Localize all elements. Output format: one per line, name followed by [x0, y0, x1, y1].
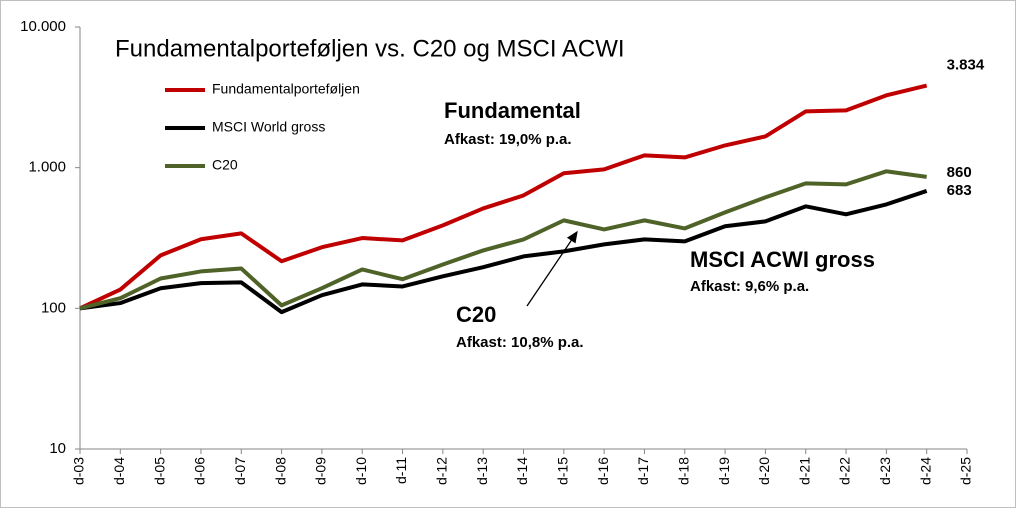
x-tick-label: d-24 — [917, 457, 933, 485]
annotation: Fundamental — [444, 98, 581, 123]
x-tick-label: d-09 — [313, 457, 329, 485]
series-line — [79, 169, 927, 311]
chart-title: Fundamentalporteføljen vs. C20 og MSCI A… — [115, 35, 625, 62]
series-line — [79, 189, 928, 315]
x-tick-label: d-14 — [514, 457, 530, 485]
x-tick-label: d-17 — [635, 457, 651, 485]
x-tick-label: d-11 — [393, 457, 409, 484]
data-label: 683 — [947, 182, 972, 199]
annotation: Afkast: 9,6% p.a. — [690, 278, 809, 295]
x-tick-label: d-04 — [111, 457, 127, 485]
annotation: MSCI ACWI gross — [690, 247, 875, 272]
x-tick-label: d-05 — [151, 457, 167, 485]
x-tick-label: d-03 — [71, 457, 87, 485]
x-tick-label: d-23 — [877, 457, 893, 485]
y-tick-label: 100 — [41, 299, 66, 316]
x-tick-label: d-13 — [474, 457, 490, 485]
x-tick-label: d-07 — [232, 457, 248, 485]
y-tick-label: 1.000 — [28, 159, 66, 176]
x-tick-label: d-25 — [958, 457, 974, 485]
x-tick-label: d-21 — [796, 457, 812, 485]
x-tick-label: d-18 — [675, 457, 691, 485]
data-label: 860 — [947, 164, 972, 181]
legend-label: MSCI World gross — [212, 119, 325, 135]
series-line — [79, 83, 928, 311]
legend-label: Fundamentalporteføljen — [212, 81, 360, 97]
legend-label: C20 — [212, 157, 238, 173]
x-tick-label: d-12 — [434, 457, 450, 485]
x-tick-label: d-10 — [353, 457, 369, 485]
y-tick-label: 10 — [49, 440, 66, 457]
x-tick-label: d-22 — [837, 457, 853, 485]
y-tick-label: 10.000 — [20, 18, 66, 35]
annotation-arrow — [526, 230, 578, 307]
x-tick-label: d-16 — [595, 457, 611, 485]
x-tick-label: d-15 — [555, 457, 571, 485]
x-tick-label: d-08 — [272, 457, 288, 485]
data-label: 3.834 — [947, 57, 985, 74]
annotation: C20 — [456, 302, 496, 327]
x-tick-label: d-20 — [756, 457, 772, 485]
x-tick-label: d-06 — [192, 457, 208, 485]
x-tick-label: d-19 — [716, 457, 732, 485]
annotation: Afkast: 10,8% p.a. — [456, 334, 584, 351]
annotation: Afkast: 19,0% p.a. — [444, 131, 572, 148]
